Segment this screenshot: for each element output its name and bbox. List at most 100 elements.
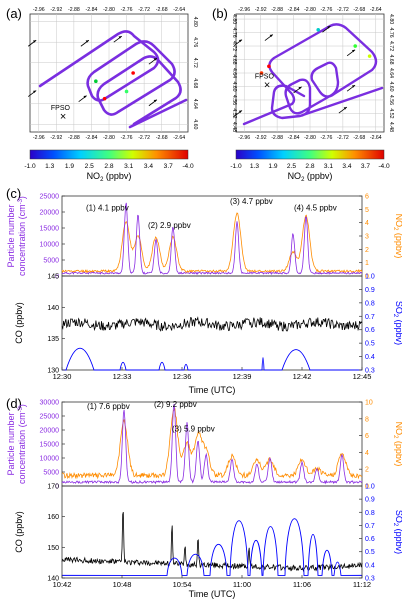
wind-arrow-head [83,95,87,99]
y-tick-label: 20000 [40,210,60,217]
colorbar-tick-label: 3.4 [144,163,153,170]
colorbar-tick-label: -4.0 [182,163,194,170]
no2-series-line [61,407,363,480]
map-tick-label: 4.76 [388,27,394,37]
map-tick-label: -2.92 [255,7,267,13]
fpso-marker-b: FPSO × [255,73,275,91]
y-tick-label: 170 [47,484,59,491]
track-hotspot [353,44,358,48]
colorbar-tick-label: 2.5 [287,163,296,170]
plot-frame-d-top [61,401,363,487]
y2-tick-label: 0.6 [365,327,375,334]
wind-arrow-head [118,36,122,39]
map-tick-label: -2.64 [370,135,382,141]
flight-track-b [242,23,384,126]
y2-tick-label: 2 [365,467,369,474]
peak-annotation: (1) 7.6 ppbv [87,402,130,411]
map-tick-label: 4.56 [388,95,394,105]
track-hotspot [124,89,129,94]
series-lines-c-bottom [61,316,363,371]
map-tick-label: -2.88 [271,135,283,141]
map-tick-label: -2.64 [370,7,382,13]
wind-arrow-head [32,40,37,43]
y-tick-label: 25000 [40,414,60,421]
fpso-marker-a: FPSO × [51,105,71,123]
y-tick-label: 15000 [40,442,60,449]
y-tick-label: 130 [47,368,59,375]
y-tick-label: 140 [47,576,59,583]
series-lines-d-top [61,403,363,485]
map-tick-label: 4.68 [231,54,237,64]
y2-tick-label: 0 [365,274,369,281]
y2-tick-label: 6 [365,433,369,440]
map-tick-label: -2.64 [173,135,185,141]
track-hotspot [367,54,372,58]
map-tick-label: -2.72 [138,7,150,13]
wind-arrow-head [238,39,243,43]
co-series-line [61,511,363,572]
y2-tick-label: 1 [365,260,369,267]
series-lines-d-bottom [61,511,363,576]
y-tick-label: 5000 [43,470,59,477]
map-tick-label: -2.80 [103,135,115,141]
colorbar-ticks-a: -1.0 1.3 1.9 2.5 2.8 3.1 3.4 3.7 -4.0 [24,163,194,170]
map-tick-label: -2.96 [238,7,250,13]
map-tick-label: 4.68 [388,54,394,64]
track-hotspot [131,71,135,75]
map-bottom-ticks-b: -2.96 -2.92 -2.88 -2.84 -2.80 -2.76 -2.72 -2.68… [238,135,381,141]
wind-arrow-head [153,99,157,103]
colorbar-b [235,149,385,160]
map-tick-label: -2.88 [271,7,283,13]
map-top-ticks-b: -2.96 -2.92 -2.88 -2.84 -2.80 -2.76 -2.72 -2.68… [238,7,381,13]
y2-tick-label: 0.7 [365,314,375,321]
colorbar-tick-label: -1.0 [230,163,242,170]
panel-label-d: (d) [6,396,22,411]
colorbar-tick-label: 3.1 [124,163,133,170]
y-tick-label: 10000 [40,456,60,463]
so2-series-line [61,518,363,576]
ylabel-c-top-line2: concentration (cm-3) [17,196,27,276]
ylabel-c-bottom: CO (ppbv) [14,302,24,344]
map-tick-label: -2.68 [353,135,365,141]
wind-arrow-head [351,85,356,88]
y-tick-label: 15000 [40,226,60,233]
y-tick-label: 0 [55,484,59,491]
map-tick-label: -2.80 [103,7,115,13]
y-tick-label: 10000 [40,242,60,249]
flight-track-a [38,30,188,129]
map-tick-label: -2.76 [321,7,333,13]
map-tick-label: 4.72 [388,41,394,51]
track-hotspot [267,64,271,69]
wind-arrow-head [85,40,89,43]
peak-annotation: (3) 5.9 ppbv [172,424,215,433]
map-tick-label: -2.92 [255,135,267,141]
map-tick-label: 4.80 [231,14,237,24]
map-tick-label: 4.64 [388,68,394,78]
x-tick-label: 12:33 [113,372,132,381]
ylabel-d-bottom: CO (ppbv) [14,511,24,553]
colorbar-tick-label: 1.9 [65,163,74,170]
map-tick-label: -2.96 [33,135,45,141]
y2-tick-label: 0.6 [365,536,375,543]
map-tick-label: 4.64 [192,99,198,109]
y-tick-label: 5000 [43,258,59,265]
y2-tick-label: 0.5 [365,341,375,348]
ylabel-d-top-line2: concentration (cm-3) [17,404,27,484]
track-hotspots-a [94,71,135,101]
colorbar-a [29,149,189,160]
y2-tick-label: 0.5 [365,549,375,556]
track-hotspot [94,79,98,84]
y2-tick-label: 8 [365,416,369,423]
map-top-ticks-a: -2.96 -2.92 -2.88 -2.84 -2.80 -2.76 -2.72 -2.68… [33,7,185,13]
map-tick-label: -2.92 [50,7,62,13]
colorbar-label-b: NO2 (ppbv) [288,171,333,183]
annotations-c-top: (1) 4.1 ppbv (2) 2.9 ppbv (3) 4.7 ppbv (4) … [86,197,337,230]
colorbar-tick-label: 1.3 [250,163,259,170]
colorbar-tick-label: 3.4 [342,163,351,170]
y2-tick-label: 2 [365,247,369,254]
colorbar-label-a: NO2 (ppbv) [87,171,132,183]
y2-tick-label: 0.4 [365,562,375,569]
particle-series-line [61,403,363,485]
wind-arrows-a [27,35,158,107]
colorbar-tick-label: -4.0 [378,163,390,170]
